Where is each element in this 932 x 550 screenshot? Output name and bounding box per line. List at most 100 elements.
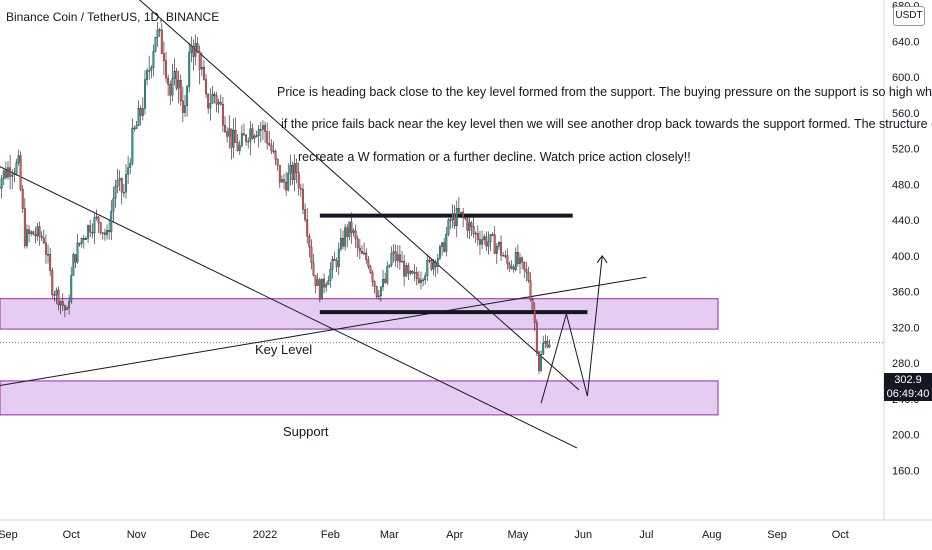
candle-body: [154, 37, 157, 52]
price-axis[interactable]: 160.0200.0240.0280.0320.0360.0400.0440.0…: [892, 1, 920, 478]
candle-body: [68, 301, 71, 309]
candle-body: [162, 53, 165, 61]
candle-body: [540, 354, 543, 371]
candle-body: [443, 242, 446, 252]
candle-body: [213, 94, 216, 97]
candle-body: [76, 242, 79, 263]
candle-body: [108, 230, 111, 233]
candle-body: [36, 226, 39, 237]
candle-body: [127, 167, 130, 175]
candle-body: [268, 143, 271, 146]
candle-body: [7, 167, 9, 178]
candle-body: [49, 254, 52, 271]
candle-body: [89, 225, 92, 233]
candle-body: [405, 265, 408, 277]
candle-body: [15, 162, 18, 174]
candle-body: [253, 135, 256, 139]
candle-body: [11, 174, 14, 177]
candle-body: [137, 108, 140, 126]
candle-body: [348, 221, 351, 237]
candle-body: [148, 70, 151, 72]
candle-body: [87, 225, 90, 239]
candle-body: [181, 100, 184, 113]
candle-body: [470, 222, 473, 227]
candle-body: [302, 188, 304, 210]
time-tick-label: Dec: [190, 529, 210, 541]
candle-body: [409, 270, 412, 274]
annotation-line-2: if the price fails back near the key lev…: [281, 117, 932, 131]
candle-body: [211, 94, 214, 104]
candle-body: [184, 105, 186, 113]
candle-body: [403, 261, 406, 277]
candle-body: [485, 236, 488, 247]
candle-body: [226, 131, 229, 137]
time-axis[interactable]: Sep Oct Nov Dec 2022 Feb Mar Apr May Jun Jul Aug Sep…: [0, 529, 849, 541]
candle-body: [173, 71, 176, 79]
candle-body: [186, 86, 189, 106]
candle-body: [323, 278, 326, 288]
candle-body: [337, 248, 340, 267]
candle-body: [506, 255, 509, 265]
candle-body: [411, 270, 414, 274]
candle-body: [487, 241, 490, 247]
candle-body: [382, 279, 384, 288]
candle-body: [17, 155, 20, 163]
candle-body: [101, 232, 104, 234]
candle-body: [72, 254, 75, 276]
candle-body: [417, 278, 420, 283]
candle-body: [474, 233, 477, 235]
candle-body: [63, 305, 66, 311]
candle-body: [489, 234, 492, 242]
candle-body: [491, 234, 494, 236]
candle-body: [192, 45, 195, 57]
candle-body: [175, 71, 178, 89]
price-tick-label: 600.0: [892, 72, 920, 84]
candle-body: [447, 219, 450, 235]
candle-body: [352, 230, 355, 233]
candle-body: [85, 238, 87, 240]
candle-body: [13, 173, 16, 176]
candle-body: [120, 178, 123, 193]
candle-body: [386, 266, 389, 283]
candle-body: [384, 279, 387, 283]
candle-body: [512, 266, 515, 270]
candle-body: [422, 279, 425, 282]
candle-body: [445, 234, 448, 252]
candle-body: [388, 264, 391, 267]
candle-body: [514, 251, 517, 270]
candle-body: [335, 260, 338, 267]
candle-body: [479, 239, 481, 245]
candle-body: [535, 322, 538, 352]
price-zones: [0, 298, 884, 416]
time-tick-label: Sep: [0, 529, 18, 541]
candle-body: [449, 219, 452, 221]
price-tick-label: 400.0: [892, 251, 920, 263]
candle-body: [436, 258, 439, 268]
currency-unit-button[interactable]: USDT: [893, 6, 925, 26]
candle-body: [289, 165, 292, 174]
candle-body: [144, 79, 146, 109]
candle-body: [531, 299, 534, 311]
candle-body: [430, 259, 433, 270]
candle-body: [432, 261, 435, 270]
candle-body: [401, 261, 403, 263]
candle-body: [424, 275, 427, 281]
candle-body: [249, 128, 252, 142]
price-tick-label: 160.0: [892, 465, 920, 477]
descending-channel-lower-line: [0, 166, 578, 449]
candle-body: [196, 43, 199, 52]
candle-body: [114, 185, 117, 199]
candle-body: [232, 130, 235, 148]
candle-body: [57, 289, 60, 306]
candle-body: [371, 272, 374, 282]
candle-body: [156, 29, 159, 38]
candle-body: [247, 141, 250, 143]
candle-body: [272, 150, 275, 153]
candle-body: [396, 254, 399, 261]
candle-body: [42, 237, 45, 244]
trendlines: [0, 0, 647, 449]
candle-body: [510, 266, 513, 269]
candle-body: [333, 259, 336, 261]
candle-body: [310, 246, 313, 263]
